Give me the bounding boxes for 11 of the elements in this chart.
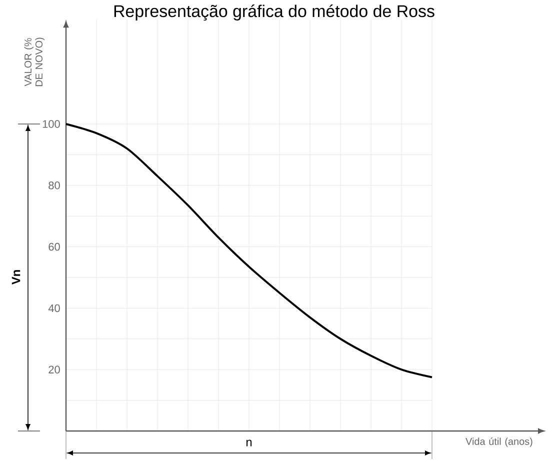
text: Vn bbox=[12, 270, 20, 285]
y-axis-title: VALOR (% DE NOVO) bbox=[24, 38, 44, 86]
x-axis-title: Vida útil (anos) bbox=[466, 438, 532, 447]
y-tick-label: 80 bbox=[48, 182, 60, 190]
y-tick-label: 60 bbox=[48, 242, 60, 251]
chart-title: Representação gráfica do método de Ross bbox=[114, 4, 434, 21]
y-tick-label: 100 bbox=[42, 120, 60, 128]
line-series bbox=[65, 122, 434, 378]
y-tick-label: 40 bbox=[48, 304, 60, 312]
text: n bbox=[246, 440, 252, 446]
y-tick-label: 20 bbox=[48, 366, 60, 374]
